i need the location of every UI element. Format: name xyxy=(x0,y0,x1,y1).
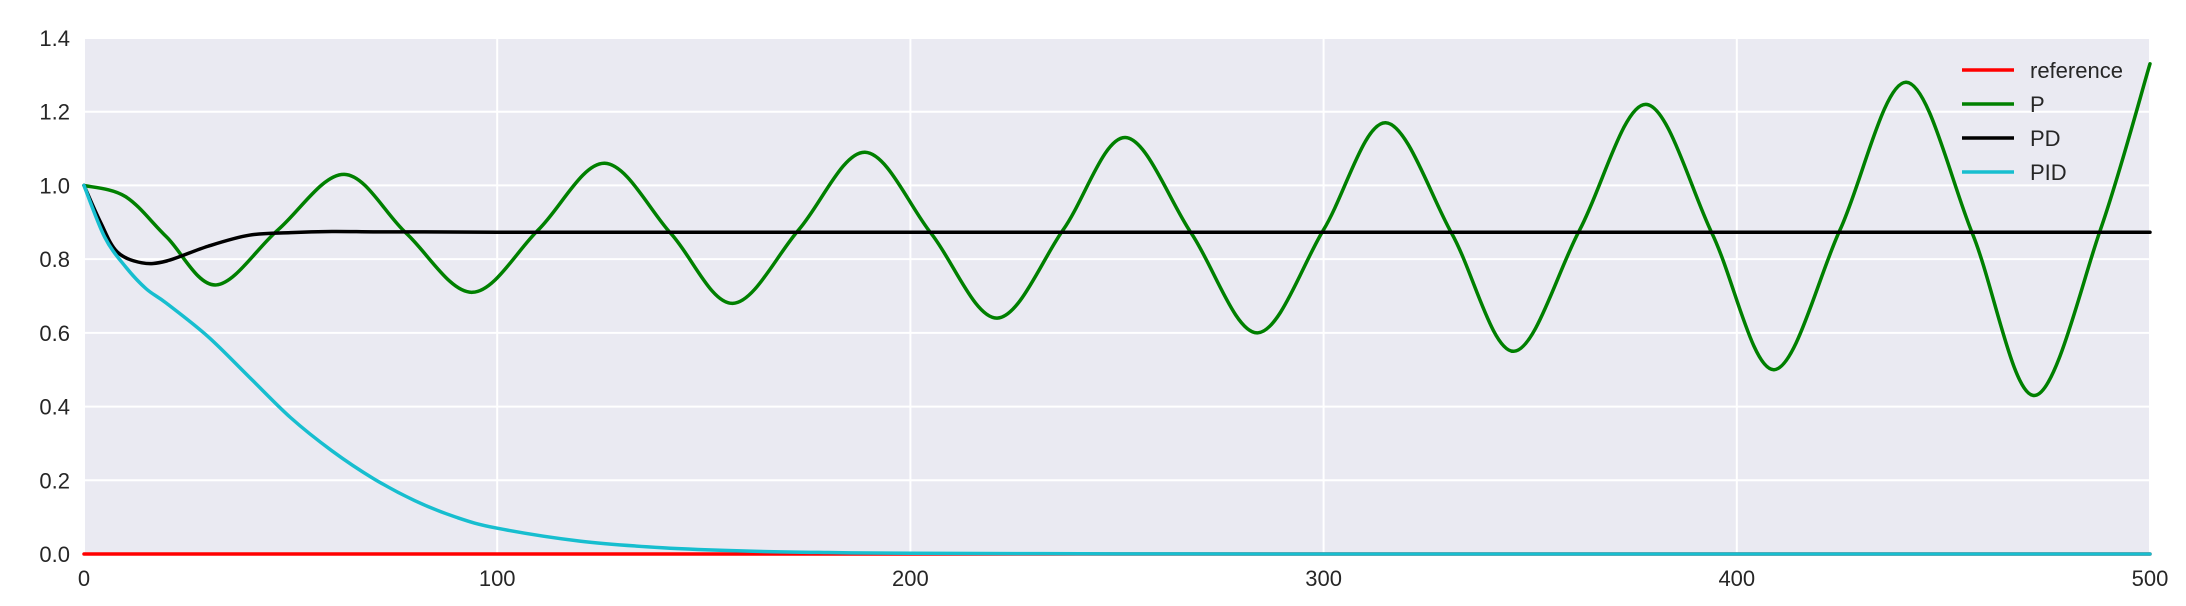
y-tick-label: 1.4 xyxy=(39,26,70,51)
y-tick-label: 0.8 xyxy=(39,247,70,272)
plot-background xyxy=(84,38,2150,554)
y-tick-label: 0.4 xyxy=(39,395,70,420)
x-tick-label: 300 xyxy=(1305,566,1342,591)
x-axis-ticks: 0 100 200 300 400 500 xyxy=(78,566,2168,591)
y-tick-label: 1.0 xyxy=(39,173,70,198)
legend-label-p: P xyxy=(2030,92,2045,117)
x-tick-label: 0 xyxy=(78,566,90,591)
legend-label-pid: PID xyxy=(2030,160,2067,185)
series-line-pd xyxy=(82,183,2152,266)
y-tick-label: 0.2 xyxy=(39,468,70,493)
x-tick-label: 100 xyxy=(479,566,516,591)
x-tick-label: 500 xyxy=(2132,566,2169,591)
x-tick-label: 200 xyxy=(892,566,929,591)
legend-label-reference: reference xyxy=(2030,58,2123,83)
y-tick-label: 0.0 xyxy=(39,542,70,567)
y-tick-label: 1.2 xyxy=(39,100,70,125)
series-line-pid xyxy=(82,183,2152,556)
legend: reference P PD PID xyxy=(1962,58,2123,185)
y-axis-ticks: 0.0 0.2 0.4 0.6 0.8 1.0 1.2 1.4 xyxy=(39,26,70,567)
y-tick-label: 0.6 xyxy=(39,321,70,346)
series-lines xyxy=(82,62,2152,556)
x-tick-label: 400 xyxy=(1718,566,1755,591)
legend-label-pd: PD xyxy=(2030,126,2061,151)
series-line-p xyxy=(82,62,2152,398)
